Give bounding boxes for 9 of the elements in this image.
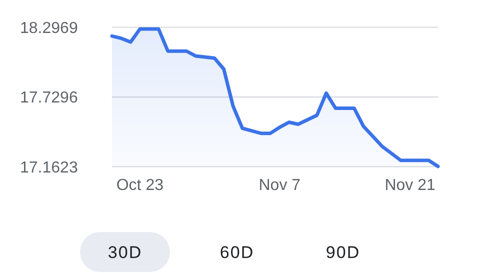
text: 30D: [108, 243, 142, 262]
y-tick-label: 17.7296: [20, 90, 78, 107]
x-tick-label: Nov 7: [258, 177, 301, 194]
y-tick-label: 18.2969: [20, 20, 78, 37]
text: 60D: [220, 243, 254, 262]
text: 90D: [326, 243, 360, 262]
x-tick-label: Nov 21: [384, 177, 436, 194]
y-tick-label: 17.1623: [20, 159, 78, 176]
x-tick-label: Oct 23: [116, 177, 164, 194]
